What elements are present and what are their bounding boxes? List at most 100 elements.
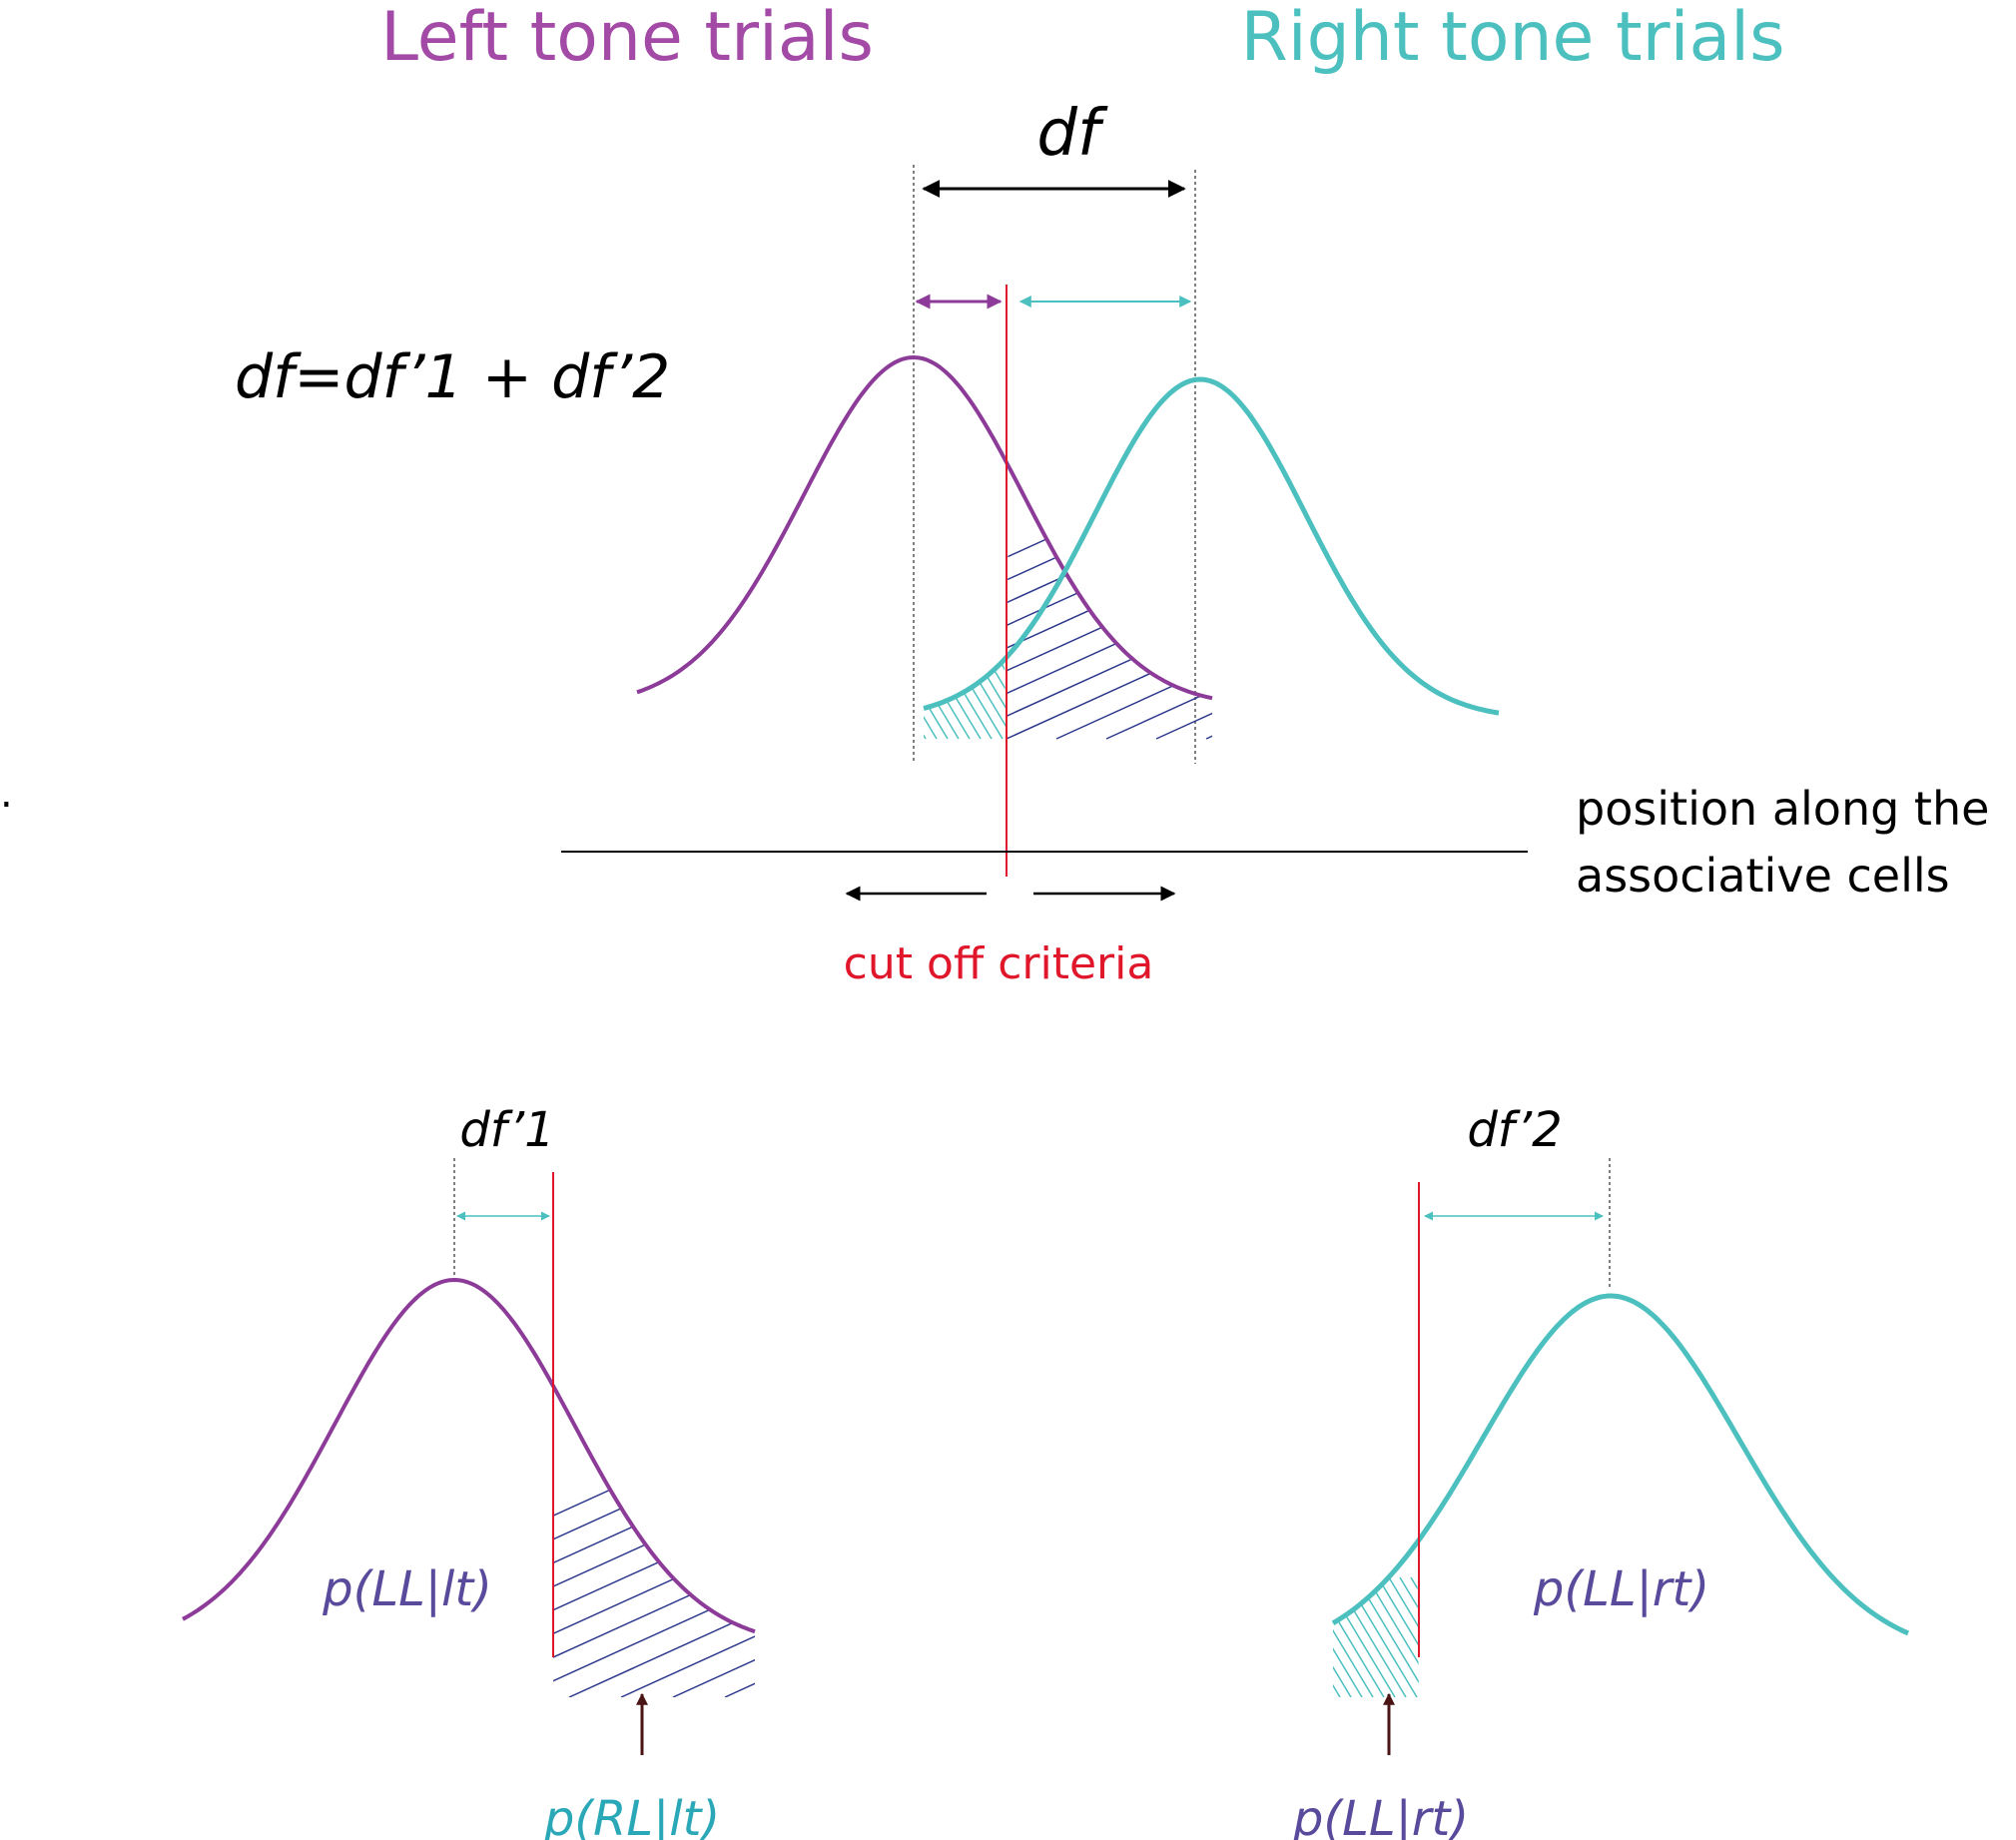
- hatch-stroke: [672, 1397, 755, 1697]
- df-equation: df=df’1 + df’2: [235, 342, 670, 412]
- hatch-stroke: [553, 1397, 755, 1697]
- hatch-stroke: [1333, 1576, 1341, 1697]
- hatch-stroke: [1007, 518, 1212, 740]
- hatch-stroke: [939, 1577, 1010, 1697]
- hatch-stroke: [994, 1577, 1065, 1697]
- hatch-stroke: [569, 639, 629, 739]
- hatch-stroke: [553, 1397, 755, 1697]
- hatch-stroke: [1195, 639, 1255, 739]
- hatch-stroke: [1506, 519, 1989, 739]
- hatch-stroke: [1202, 1577, 1274, 1697]
- hatch-stroke: [778, 639, 838, 739]
- hatch-stroke: [953, 659, 1007, 740]
- top-teal-tail-hatch: [470, 639, 1376, 740]
- hatch-stroke: [1206, 639, 1266, 739]
- hatch-stroke: [1235, 1577, 1307, 1697]
- hatch-stroke: [1246, 1577, 1318, 1697]
- hatch-stroke: [1007, 518, 1091, 740]
- hatch-stroke: [514, 639, 574, 739]
- hatch-stroke: [1257, 1577, 1329, 1697]
- hatch-stroke: [1344, 1576, 1418, 1697]
- hatch-stroke: [657, 639, 717, 739]
- hatch-stroke: [1316, 639, 1376, 739]
- hatch-stroke: [924, 659, 971, 740]
- hatch-stroke: [881, 1398, 1540, 1697]
- hatch-stroke: [1333, 1576, 1385, 1697]
- hatch-stroke: [1036, 1398, 1695, 1697]
- hatch-stroke: [553, 1397, 755, 1697]
- hatch-stroke: [602, 639, 662, 739]
- hatch-stroke: [777, 1398, 1436, 1697]
- hatch-stroke: [1455, 1577, 1527, 1697]
- hatch-stroke: [983, 1577, 1054, 1697]
- hatch-stroke: [1015, 1577, 1087, 1697]
- hatch-stroke: [1228, 639, 1288, 739]
- hatch-stroke: [1333, 1576, 1363, 1697]
- hatch-stroke: [800, 639, 860, 739]
- hatch-stroke: [1283, 639, 1343, 739]
- hatch-stroke: [1052, 639, 1112, 739]
- hatch-stroke: [1305, 639, 1365, 739]
- hatch-stroke: [1019, 639, 1079, 739]
- hatch-stroke: [1005, 1577, 1076, 1697]
- left-tone-distribution-curve: [636, 354, 1213, 701]
- hatch-stroke: [1205, 518, 1212, 740]
- hatch-stroke: [1356, 519, 1839, 739]
- hatch-stroke: [1333, 1576, 1396, 1697]
- hatch-stroke: [646, 639, 706, 739]
- hatch-stroke: [1556, 519, 2016, 739]
- hatch-stroke: [492, 639, 552, 739]
- hatch-stroke: [1466, 1577, 1538, 1697]
- hatch-stroke: [895, 1577, 967, 1697]
- hatch-stroke: [1388, 1576, 1419, 1697]
- hatch-stroke: [961, 1577, 1032, 1697]
- bl-left-tone-curve: [182, 1277, 756, 1634]
- p-rl-given-lt-label: p(RL|lt): [543, 1791, 720, 1840]
- hatch-stroke: [1140, 1398, 1799, 1697]
- stray-mark: .: [0, 771, 13, 817]
- hatch-stroke: [1213, 1577, 1285, 1697]
- hatch-stroke: [917, 1577, 989, 1697]
- hatch-stroke: [756, 639, 816, 739]
- hatch-stroke: [873, 1577, 945, 1697]
- hatch-stroke: [1410, 1576, 1419, 1697]
- hatch-stroke: [1125, 1577, 1197, 1697]
- hatch-stroke: [525, 639, 585, 739]
- hatch-stroke: [1333, 1576, 1374, 1697]
- bl-tail-hatch: [553, 1397, 1799, 1697]
- hatch-stroke: [1007, 518, 1141, 740]
- hatch-stroke: [767, 639, 827, 739]
- hatch-stroke: [1026, 1577, 1098, 1697]
- df1-label: df’1: [459, 1102, 554, 1158]
- hatch-stroke: [624, 639, 684, 739]
- hatch-stroke: [1103, 1577, 1175, 1697]
- hatch-stroke: [862, 1577, 934, 1697]
- axis-label-line1: position along the: [1576, 782, 1989, 836]
- cut-off-criteria-label: cut off criteria: [844, 938, 1154, 989]
- hatch-stroke: [1456, 519, 1939, 739]
- hatch-stroke: [844, 639, 904, 739]
- hatch-stroke: [1740, 1577, 1812, 1697]
- hatch-stroke: [924, 659, 927, 740]
- hatch-stroke: [558, 639, 618, 739]
- hatch-stroke: [924, 659, 960, 740]
- hatch-stroke: [1114, 1577, 1186, 1697]
- hatch-stroke: [1105, 518, 1212, 740]
- hatch-stroke: [1433, 1577, 1505, 1697]
- hatch-stroke: [1377, 1576, 1419, 1697]
- hatch-stroke: [1729, 1577, 1801, 1697]
- hatch-stroke: [855, 639, 915, 739]
- hatch-stroke: [1169, 1577, 1241, 1697]
- hatch-stroke: [928, 1577, 1000, 1697]
- hatch-stroke: [1048, 1577, 1120, 1697]
- hatch-stroke: [1261, 639, 1321, 739]
- hatch-stroke: [679, 639, 739, 739]
- right-tone-trials-title: Right tone trials: [1241, 0, 1785, 77]
- hatch-stroke: [1191, 1577, 1263, 1697]
- hatch-stroke: [1180, 1577, 1252, 1697]
- hatch-stroke: [789, 639, 849, 739]
- hatch-stroke: [1256, 519, 1739, 739]
- hatch-stroke: [470, 639, 530, 739]
- hatch-stroke: [1718, 1577, 1790, 1697]
